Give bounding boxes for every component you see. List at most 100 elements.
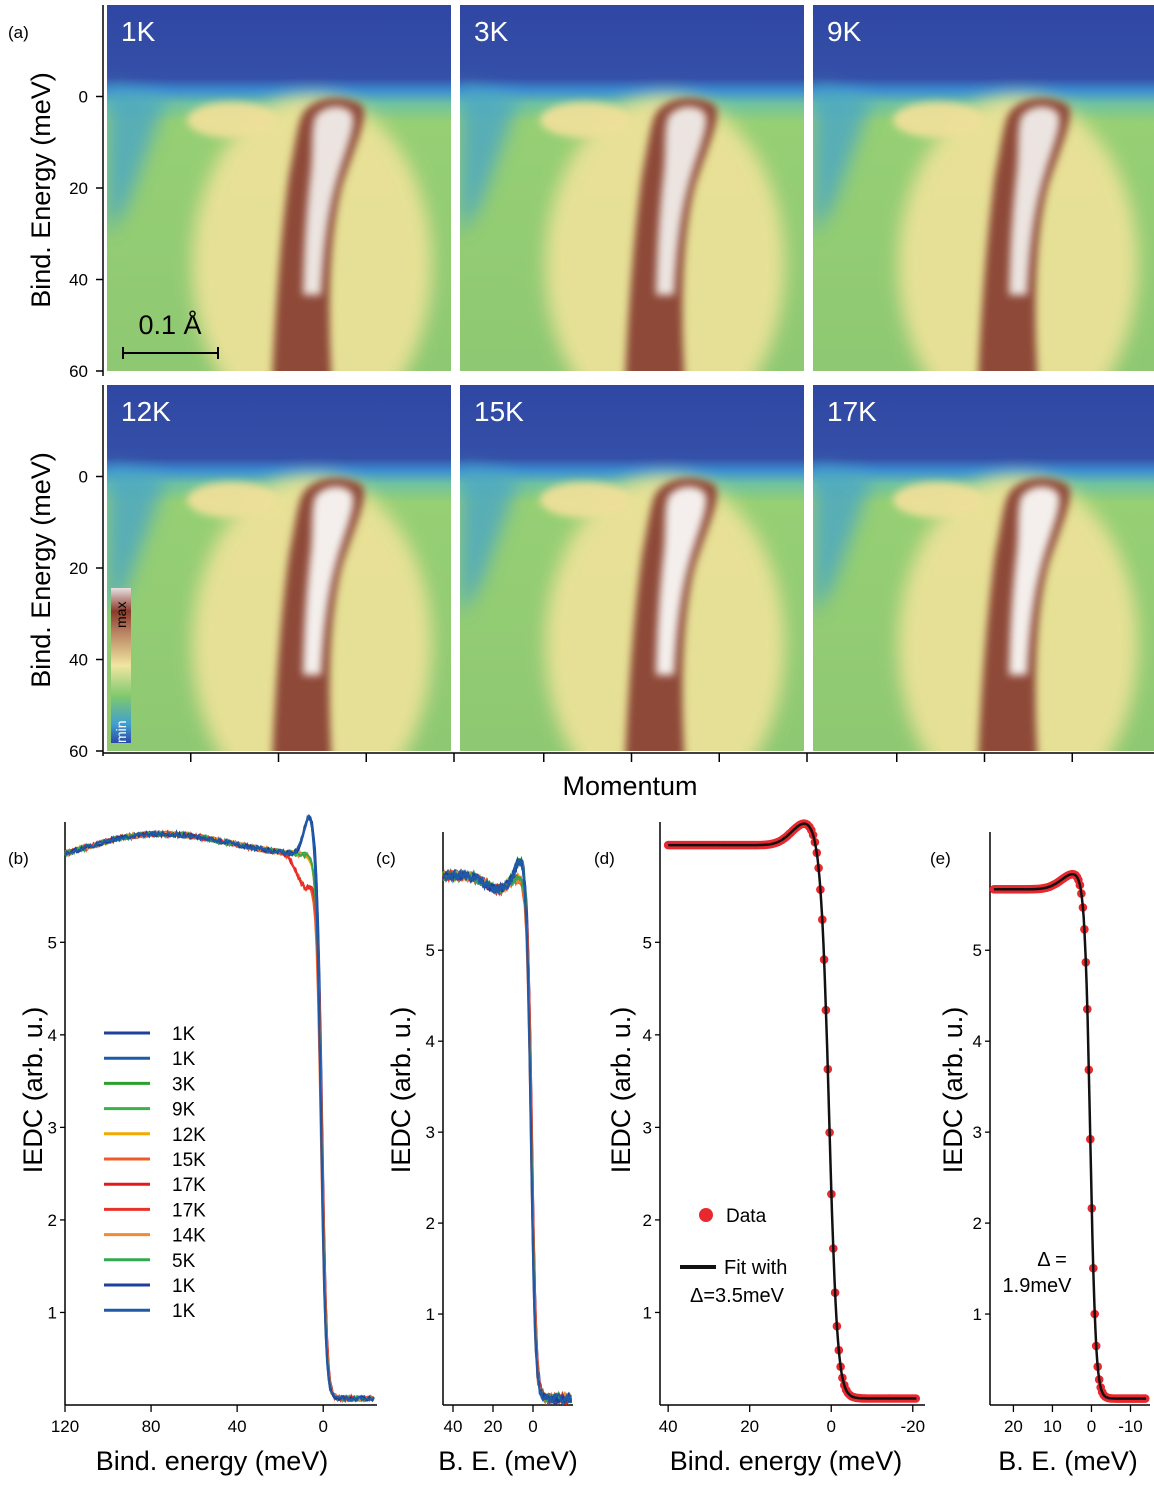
y-tick-label: 5 — [48, 933, 57, 952]
panel-b-ylabel: IEDC (arb. u.) — [18, 1007, 48, 1174]
y-tick-label: 2 — [426, 1214, 435, 1233]
panel-label-c: (c) — [376, 849, 396, 868]
panel-b-series-line — [64, 830, 375, 1403]
colorbar-max-label: max — [113, 602, 129, 628]
y-tick-label: 5 — [973, 941, 982, 960]
colorbar-gradient — [111, 588, 131, 743]
x-tick-label: 40 — [228, 1417, 247, 1436]
panel-d-xlabel: Bind. energy (meV) — [670, 1446, 903, 1476]
heatmap-ylabel-bottom: Bind. Energy (meV) — [26, 452, 56, 688]
heatmap-y-tick-label: 40 — [69, 271, 88, 290]
panel-d-fit-line — [668, 822, 917, 1400]
heatmap-y-tick-label: 0 — [79, 88, 88, 107]
heatmap-grid: 1K 3K 9K 12K 15K 17K — [107, 5, 1154, 751]
panel-label-a: (a) — [8, 23, 29, 42]
heatmap-temp-label: 15K — [474, 396, 524, 427]
panel-e-annotation-line1: Δ = — [1037, 1249, 1067, 1271]
panel-d-axes: 1 2 3 4 5 40 20 0 -20 — [643, 822, 925, 1436]
heatmap-temp-label: 1K — [121, 16, 156, 47]
x-tick-label: 40 — [444, 1417, 463, 1436]
x-tick-label: 40 — [659, 1417, 678, 1436]
panel-b-legend-label: 1K — [172, 1049, 196, 1070]
heatmap-band-core — [303, 106, 354, 295]
y-tick-label: 4 — [426, 1032, 435, 1051]
y-tick-label: 1 — [973, 1305, 982, 1324]
x-tick-label: 20 — [484, 1417, 503, 1436]
x-tick-label: 10 — [1043, 1417, 1062, 1436]
heatmap-upper-feature — [893, 102, 983, 138]
panel-c-series-line — [442, 870, 572, 1406]
heatmap-edge-region — [813, 85, 873, 235]
x-tick-label: 80 — [142, 1417, 161, 1436]
heatmap-x-axis — [103, 752, 1154, 762]
panel-b-series — [64, 813, 375, 1404]
panel-c-series-line — [442, 870, 572, 1404]
heatmap-upper-feature — [893, 482, 983, 518]
panel-label-d: (d) — [594, 849, 615, 868]
panel-b-series-line — [64, 830, 375, 1403]
panel-d-legend-data-marker — [699, 1208, 713, 1222]
y-tick-label: 1 — [48, 1303, 57, 1322]
edc-panel-d: (d) 1 2 3 4 5 40 20 0 -20 Data Fit with Δ=3.5meV… — [594, 819, 925, 1476]
panel-c-series-line — [442, 869, 572, 1407]
panel-d-legend-fit-label-1: Fit with — [724, 1257, 787, 1279]
heatmap-band-core — [1009, 106, 1060, 295]
panel-c-series-line — [442, 859, 572, 1405]
edc-panel-c: (c) 1 2 3 4 5 40 20 0 B. E. (meV) IEDC (arb. u.… — [376, 832, 578, 1476]
y-tick-label: 3 — [643, 1118, 652, 1137]
heatmap-upper-feature — [540, 102, 630, 138]
panel-e-ylabel: IEDC (arb. u.) — [938, 1007, 968, 1174]
heatmap-temp-label: 12K — [121, 396, 171, 427]
panel-e-xlabel: B. E. (meV) — [998, 1446, 1138, 1476]
panel-b-legend-label: 15K — [172, 1150, 206, 1171]
panel-c-xlabel: B. E. (meV) — [438, 1446, 578, 1476]
panel-b-legend-label: 17K — [172, 1200, 206, 1221]
x-tick-label: 0 — [318, 1417, 327, 1436]
panel-c-series-line — [442, 869, 572, 1406]
panel-c-ylabel: IEDC (arb. u.) — [386, 1007, 416, 1174]
panel-d-legend-data-label: Data — [726, 1206, 767, 1227]
x-tick-label: 120 — [51, 1417, 79, 1436]
heatmap-y-tick-label: 60 — [69, 362, 88, 381]
panel-b-series-line — [64, 814, 375, 1403]
heatmap-edge-region — [813, 465, 873, 615]
x-tick-label: 20 — [740, 1417, 759, 1436]
panel-b-series-line — [64, 830, 375, 1402]
heatmap-band-core — [656, 106, 707, 295]
heatmap-edge-region — [107, 465, 167, 615]
y-tick-label: 3 — [48, 1118, 57, 1137]
heatmap-band-core — [1009, 486, 1060, 675]
panel-label-b: (b) — [8, 849, 29, 868]
colorbar: max min — [111, 588, 131, 743]
panel-b-legend-label: 3K — [172, 1074, 196, 1095]
heatmap-1K: 1K — [107, 5, 451, 371]
heatmap-3K: 3K — [460, 5, 804, 371]
panel-c-series-line — [442, 858, 572, 1406]
panel-c-series-line — [442, 858, 572, 1404]
y-tick-label: 2 — [643, 1211, 652, 1230]
panel-b-legend: 1K 1K 3K 9K 12K 15K 17K 17K 14K 5K 1K 1K — [104, 1024, 206, 1322]
heatmap-y-tick-label: 40 — [69, 651, 88, 670]
panel-c-series-line — [442, 855, 572, 1405]
heatmap-y-tick-label: 0 — [79, 468, 88, 487]
heatmap-band-core — [303, 486, 354, 675]
y-tick-label: 4 — [643, 1026, 652, 1045]
heatmap-12K: 12K — [107, 385, 451, 751]
heatmap-temp-label: 17K — [827, 396, 877, 427]
heatmap-temp-label: 3K — [474, 16, 509, 47]
x-tick-label: 0 — [826, 1417, 835, 1436]
panel-c-axes: 1 2 3 4 5 40 20 0 — [426, 832, 573, 1436]
heatmap-xlabel: Momentum — [562, 771, 697, 801]
panel-b-series-line — [64, 829, 375, 1404]
panel-b-legend-label: 1K — [172, 1276, 196, 1297]
panel-b-axes: 1 2 3 4 5 120 80 40 0 — [48, 822, 377, 1436]
heatmap-edge-region — [107, 85, 167, 235]
panel-b-legend-label: 14K — [172, 1226, 206, 1247]
y-tick-label: 1 — [643, 1303, 652, 1322]
heatmap-band-core — [656, 486, 707, 675]
panel-c-series-line — [442, 869, 572, 1406]
panel-b-series-line — [64, 830, 375, 1403]
y-tick-label: 5 — [426, 941, 435, 960]
x-tick-label: -20 — [900, 1417, 925, 1436]
